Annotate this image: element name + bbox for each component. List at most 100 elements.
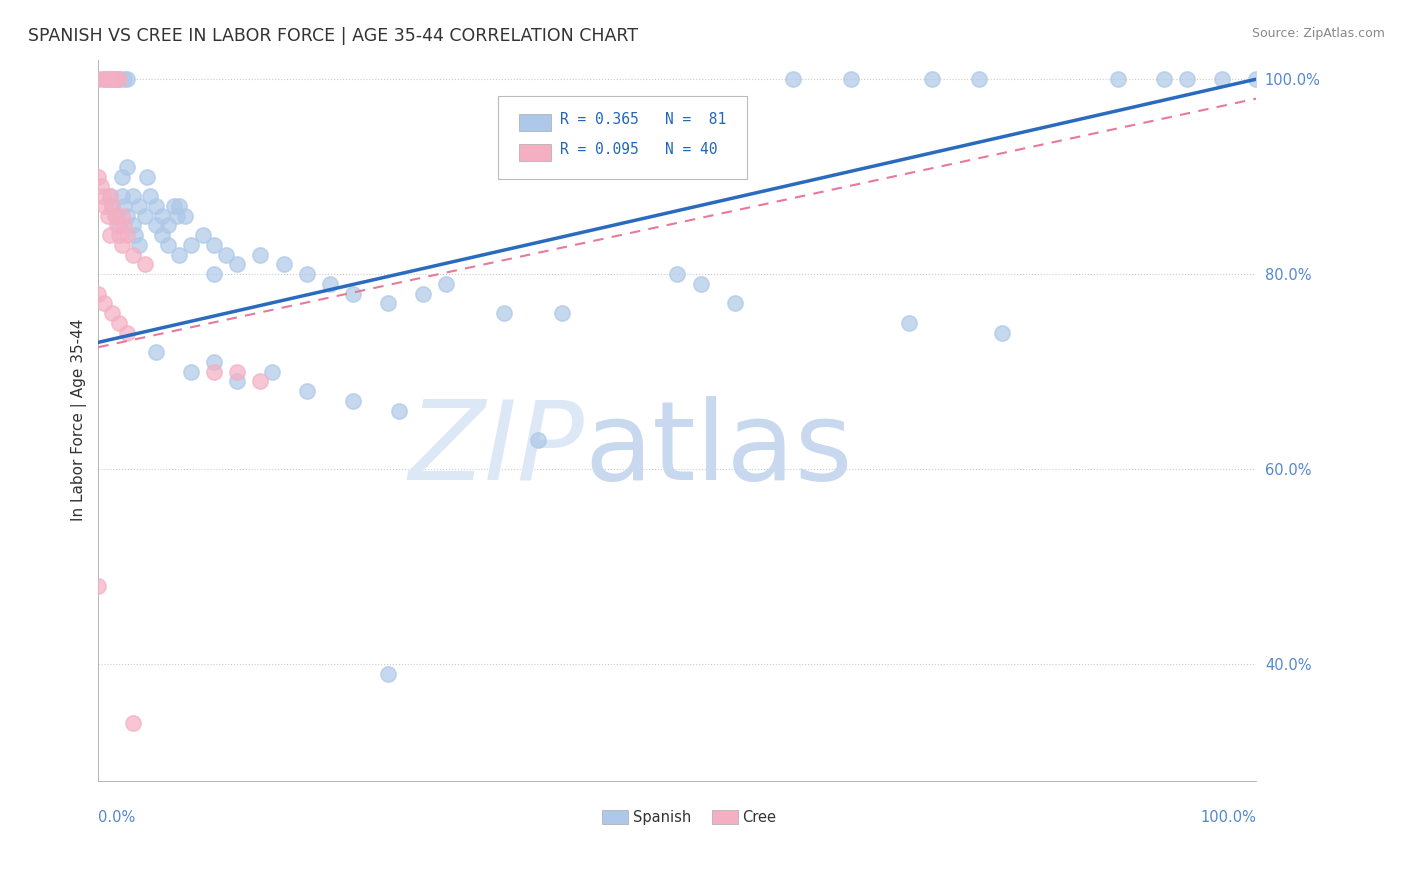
Point xyxy=(108,228,131,243)
Point xyxy=(110,189,132,203)
Point xyxy=(136,169,159,184)
Point xyxy=(527,433,550,447)
Point xyxy=(122,219,145,233)
Point xyxy=(1175,72,1198,87)
Point xyxy=(90,179,112,194)
Point xyxy=(108,72,131,87)
Point xyxy=(1153,72,1175,87)
Point xyxy=(122,189,145,203)
Point xyxy=(93,296,115,310)
Point xyxy=(97,72,120,87)
Point xyxy=(1211,72,1233,87)
Text: atlas: atlas xyxy=(585,396,853,503)
Point xyxy=(98,189,121,203)
Bar xyxy=(713,810,738,824)
Point xyxy=(724,296,747,310)
Point xyxy=(156,237,179,252)
Point xyxy=(990,326,1012,340)
Point xyxy=(112,199,135,213)
Point xyxy=(145,345,167,359)
Point xyxy=(103,209,125,223)
Bar xyxy=(519,144,551,161)
Point xyxy=(377,296,399,310)
Point xyxy=(110,237,132,252)
Point xyxy=(134,209,156,223)
Point xyxy=(87,286,110,301)
Point xyxy=(180,237,202,252)
Point xyxy=(103,72,125,87)
Point xyxy=(249,247,271,261)
Point xyxy=(112,219,135,233)
Point xyxy=(101,199,124,213)
Point xyxy=(262,365,284,379)
Point xyxy=(226,365,249,379)
Point xyxy=(145,219,167,233)
Point xyxy=(112,72,135,87)
Point xyxy=(412,286,434,301)
Point xyxy=(434,277,457,291)
Text: 100.0%: 100.0% xyxy=(1201,810,1257,825)
Point xyxy=(226,374,249,388)
Point xyxy=(967,72,990,87)
Point xyxy=(117,209,139,223)
Point xyxy=(108,219,131,233)
Point xyxy=(108,72,131,87)
Point xyxy=(117,326,139,340)
Point xyxy=(104,72,127,87)
Point xyxy=(117,228,139,243)
Text: SPANISH VS CREE IN LABOR FORCE | AGE 35-44 CORRELATION CHART: SPANISH VS CREE IN LABOR FORCE | AGE 35-… xyxy=(28,27,638,45)
Point xyxy=(273,257,295,271)
Point xyxy=(202,267,225,281)
Text: 0.0%: 0.0% xyxy=(98,810,135,825)
Point xyxy=(180,365,202,379)
Point xyxy=(134,257,156,271)
Point xyxy=(94,199,117,213)
Point xyxy=(87,169,110,184)
Point xyxy=(169,247,191,261)
Point xyxy=(839,72,862,87)
Point xyxy=(91,189,114,203)
Y-axis label: In Labor Force | Age 35-44: In Labor Force | Age 35-44 xyxy=(72,319,87,522)
Point xyxy=(295,384,318,398)
Point xyxy=(202,237,225,252)
Point xyxy=(101,199,124,213)
Text: ZIP: ZIP xyxy=(409,396,585,503)
Point xyxy=(249,374,271,388)
Point xyxy=(97,209,120,223)
Point xyxy=(1107,72,1129,87)
Point xyxy=(156,219,179,233)
Point xyxy=(150,228,173,243)
Point xyxy=(145,199,167,213)
Point xyxy=(492,306,515,320)
Point xyxy=(108,316,131,330)
Point xyxy=(110,209,132,223)
Point xyxy=(124,228,146,243)
Point xyxy=(139,189,162,203)
Point xyxy=(319,277,342,291)
Point xyxy=(166,209,188,223)
Point xyxy=(174,209,197,223)
Point xyxy=(169,199,191,213)
Point xyxy=(122,247,145,261)
Point xyxy=(921,72,943,87)
Point xyxy=(215,247,238,261)
Point xyxy=(342,393,364,408)
Point xyxy=(110,169,132,184)
Point xyxy=(162,199,184,213)
Point xyxy=(87,72,110,87)
Point xyxy=(202,365,225,379)
Text: R = 0.365   N =  81: R = 0.365 N = 81 xyxy=(561,112,727,127)
Point xyxy=(898,316,921,330)
Point xyxy=(101,72,124,87)
Point xyxy=(128,199,150,213)
Text: R = 0.095   N = 40: R = 0.095 N = 40 xyxy=(561,143,718,157)
Point xyxy=(342,286,364,301)
Point xyxy=(550,306,572,320)
FancyBboxPatch shape xyxy=(498,95,747,178)
Point xyxy=(101,72,124,87)
Point xyxy=(105,219,128,233)
Point xyxy=(87,579,110,593)
Point xyxy=(782,72,804,87)
Point xyxy=(226,257,249,271)
Point xyxy=(150,209,173,223)
